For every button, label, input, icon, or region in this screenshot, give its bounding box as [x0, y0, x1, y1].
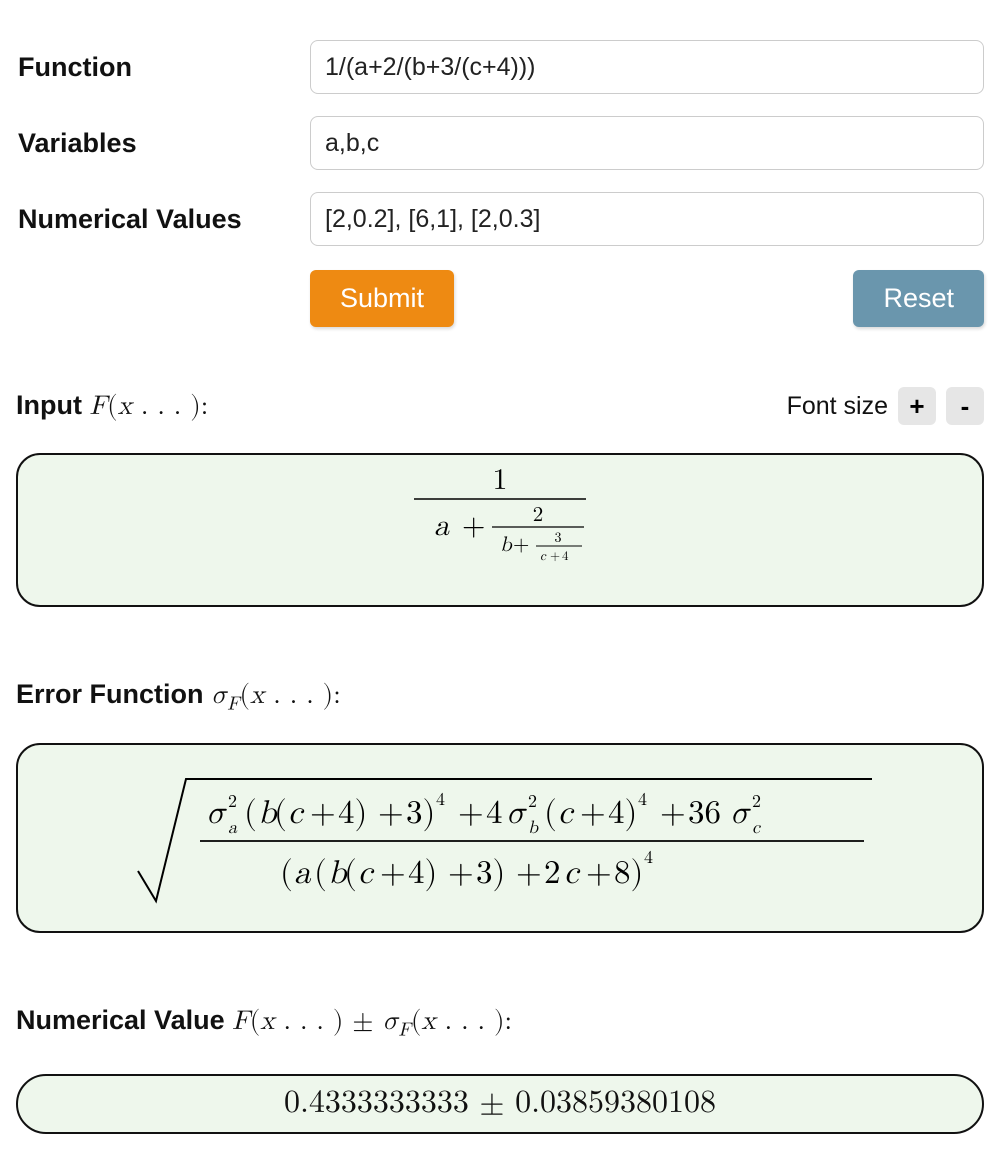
svg-text:4: 4: [486, 797, 503, 830]
svg-text:3): 3): [476, 857, 505, 892]
svg-text:c: c: [564, 857, 581, 890]
function-label: Function: [16, 52, 310, 83]
svg-text:4: 4: [644, 849, 653, 867]
svg-text:c: c: [288, 797, 305, 830]
values-row: Numerical Values: [16, 192, 984, 246]
svg-text:4): 4): [608, 797, 637, 832]
error-function-svg: σ 2 a ( b ( c + 4) + 3) 4 + 4 σ 2 b: [120, 763, 880, 913]
svg-text:2: 2: [544, 857, 561, 890]
svg-text:4: 4: [562, 550, 569, 563]
svg-text:c: c: [540, 550, 547, 563]
svg-text:+: +: [513, 535, 529, 556]
svg-text:4: 4: [436, 791, 445, 809]
svg-text:4: 4: [638, 791, 647, 809]
fontsize-controls: Font size + -: [787, 387, 984, 425]
svg-text:a: a: [434, 511, 450, 541]
svg-text:σ: σ: [730, 797, 751, 830]
svg-text:σ: σ: [506, 797, 527, 830]
svg-text:4): 4): [338, 797, 367, 832]
svg-text:σ: σ: [206, 797, 227, 830]
svg-text:+: +: [378, 797, 404, 830]
variables-row: Variables: [16, 116, 984, 170]
svg-text:+: +: [516, 857, 542, 890]
svg-text:c: c: [752, 819, 762, 837]
svg-text:(: (: [344, 857, 357, 892]
svg-text:+: +: [310, 797, 336, 830]
fontsize-increase-button[interactable]: +: [898, 387, 936, 425]
section-input: Input F(x . . . ): Font size + - 1 a + 2: [16, 387, 984, 607]
svg-text:b: b: [500, 535, 513, 556]
page: Function Variables Numerical Values Subm…: [0, 0, 1000, 1164]
svg-text:a: a: [294, 857, 312, 890]
svg-text:8): 8): [614, 857, 643, 892]
section-error-title-prefix: Error Function: [16, 679, 211, 709]
section-numerical: Numerical Value F(x . . . ) ± σF(x . . .…: [16, 1005, 984, 1133]
variables-input[interactable]: [310, 116, 984, 170]
function-row: Function: [16, 40, 984, 94]
svg-text:+: +: [586, 857, 612, 890]
svg-text:2: 2: [752, 793, 761, 811]
svg-text:+: +: [448, 857, 474, 890]
input-function-display: 1 a + 2 b + 3 c + 4: [16, 453, 984, 607]
svg-text:2: 2: [228, 793, 237, 811]
error-function-display: σ 2 a ( b ( c + 4) + 3) 4 + 4 σ 2 b: [16, 743, 984, 933]
svg-text:3): 3): [406, 797, 435, 832]
svg-text:2: 2: [528, 793, 537, 811]
section-numerical-title: Numerical Value F(x . . . ) ± σF(x . . .…: [16, 1005, 984, 1041]
section-input-title-prefix: Input: [16, 390, 89, 420]
svg-text:+: +: [660, 797, 686, 830]
svg-text:+: +: [380, 857, 406, 890]
svg-text:+: +: [580, 797, 606, 830]
svg-text:+: +: [462, 511, 485, 541]
svg-text:a: a: [228, 819, 238, 837]
numerical-result-display: 0.4333333333 ± 0.03859380108: [16, 1074, 984, 1134]
fontsize-decrease-button[interactable]: -: [946, 387, 984, 425]
svg-text:c: c: [358, 857, 375, 890]
svg-text:(: (: [274, 797, 287, 832]
svg-text:2: 2: [533, 505, 544, 526]
section-error-title: Error Function σF(x . . . ):: [16, 679, 984, 715]
svg-text:36: 36: [688, 797, 721, 830]
svg-text:(: (: [244, 797, 257, 832]
section-input-head: Input F(x . . . ): Font size + -: [16, 387, 984, 425]
section-input-title: Input F(x . . . ):: [16, 390, 208, 423]
submit-button[interactable]: Submit: [310, 270, 454, 327]
button-row: Submit Reset: [310, 270, 984, 327]
svg-text:(: (: [544, 797, 557, 832]
section-numerical-title-prefix: Numerical Value: [16, 1005, 232, 1035]
variables-label: Variables: [16, 128, 310, 159]
values-label: Numerical Values: [16, 204, 310, 235]
values-input[interactable]: [310, 192, 984, 246]
svg-text:(: (: [314, 857, 327, 892]
svg-text:3: 3: [555, 531, 562, 545]
svg-text:4): 4): [408, 857, 437, 892]
input-function-svg: 1 a + 2 b + 3 c + 4: [390, 465, 610, 595]
svg-text:+: +: [550, 550, 560, 563]
svg-text:c: c: [558, 797, 575, 830]
reset-button[interactable]: Reset: [853, 270, 984, 327]
svg-text:b: b: [528, 819, 539, 837]
function-input[interactable]: [310, 40, 984, 94]
section-error: Error Function σF(x . . . ): σ 2 a ( b (…: [16, 679, 984, 933]
input-form: Function Variables Numerical Values Subm…: [16, 40, 984, 327]
result-sigma: 0.03859380108: [515, 1087, 716, 1119]
result-value: 0.4333333333: [284, 1087, 469, 1119]
svg-text:1: 1: [493, 465, 508, 495]
result-pm: ±: [469, 1087, 515, 1119]
fontsize-label: Font size: [787, 392, 888, 421]
svg-text:+: +: [458, 797, 484, 830]
svg-text:(: (: [280, 857, 293, 892]
